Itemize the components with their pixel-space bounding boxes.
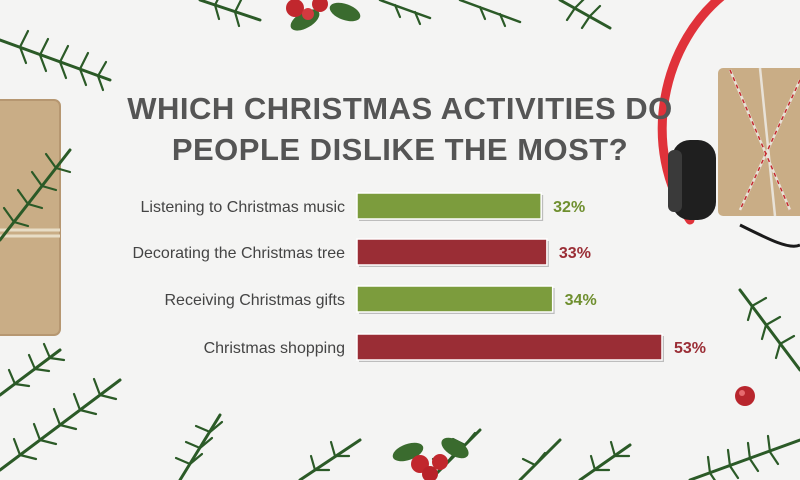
value-label: 32%	[553, 199, 585, 216]
bar-4	[356, 333, 663, 361]
wrapped-gift-icon	[0, 99, 61, 336]
value-label: 53%	[674, 340, 706, 357]
category-label: Christmas shopping	[204, 340, 345, 357]
chart-title: WHICH CHRISTMAS ACTIVITIES DO PEOPLE DIS…	[100, 88, 700, 170]
bar-2	[356, 238, 548, 266]
holly-berries-icon	[392, 437, 469, 480]
red-headphones-icon	[657, 0, 800, 248]
title-line-1: WHICH CHRISTMAS ACTIVITIES DO	[127, 91, 673, 126]
value-label: 34%	[565, 292, 597, 309]
bar-1	[356, 192, 542, 220]
category-label: Decorating the Christmas tree	[132, 245, 345, 262]
bar-3	[356, 285, 554, 313]
red-berry-icon	[735, 386, 755, 406]
title-line-2: PEOPLE DISLIKE THE MOST?	[171, 132, 629, 167]
category-label: Receiving Christmas gifts	[165, 292, 346, 309]
category-label: Listening to Christmas music	[140, 199, 345, 216]
value-label: 33%	[559, 245, 591, 262]
holly-berries-icon	[286, 0, 361, 31]
wrapped-gift-icon	[718, 67, 800, 217]
